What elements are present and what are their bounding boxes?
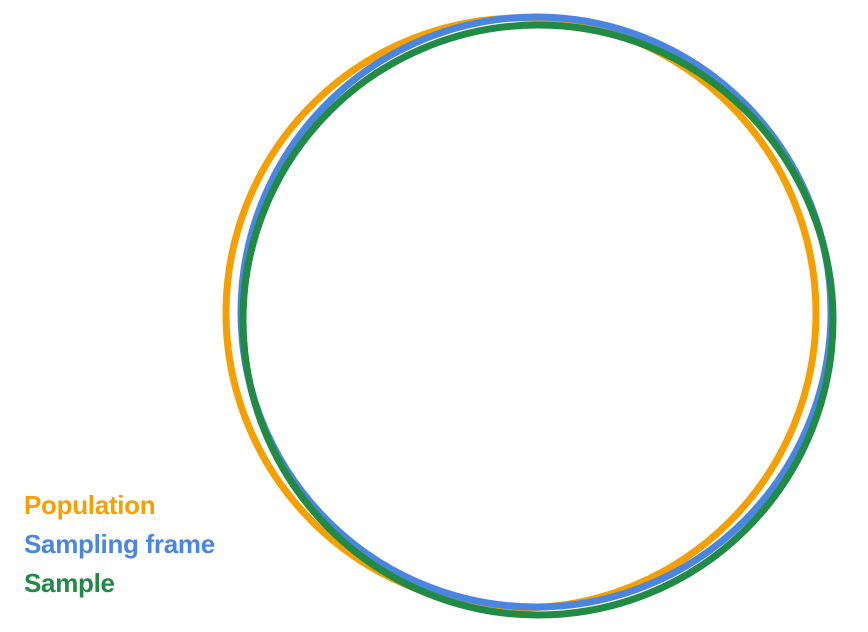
legend-item-population: Population <box>24 490 156 520</box>
legend-item-sampling-frame: Sampling frame <box>24 529 215 559</box>
legend: Population Sampling frame Sample <box>24 486 215 603</box>
sample-circle <box>239 21 837 619</box>
legend-item-sample: Sample <box>24 568 115 598</box>
population-circle <box>222 14 820 612</box>
